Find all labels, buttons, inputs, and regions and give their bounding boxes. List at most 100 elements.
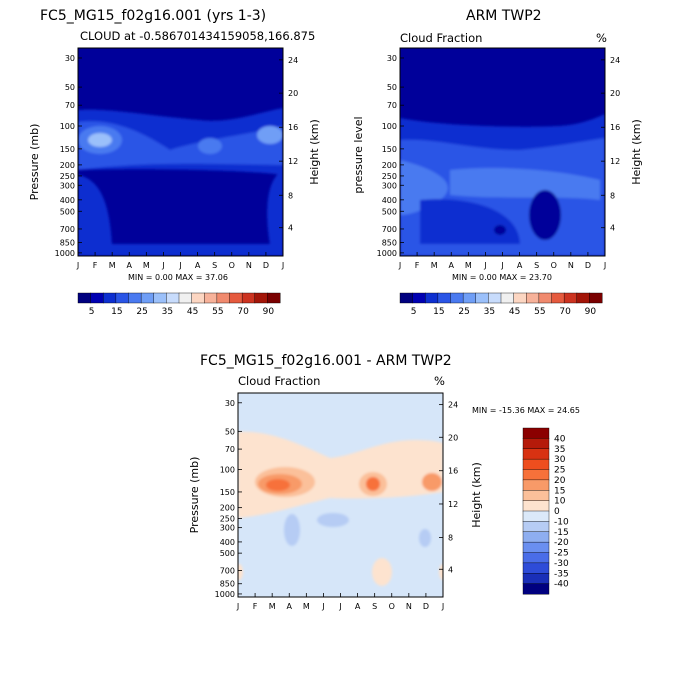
colorbar-label: 45 [509,307,520,317]
field-neg-dec [419,529,431,547]
colorbar-swatch [399,292,414,304]
x-tick-label: A [127,261,133,270]
pressure-tick-label: 50 [65,83,75,92]
panel-diff-subtitle: Cloud Fraction [238,374,320,388]
panel-diff-ylabel-right: Height (km) [470,462,483,528]
x-tick-label: N [568,261,574,270]
colorbar-label: 35 [162,307,173,317]
pressure-tick-label: 30 [225,399,235,408]
colorbar-swatch [229,292,243,304]
colorbar-label: 30 [554,455,566,465]
colorbar-label: 15 [554,486,565,496]
height-tick-label: 4 [610,224,615,233]
panel-model-minmax: MIN = 0.00 MAX = 37.06 [128,273,228,282]
colorbar-swatch [204,292,218,304]
field-pos-dec [422,473,442,491]
colorbar-label: 15 [433,307,444,317]
colorbar-swatch [166,292,180,304]
panel-obs: ARM TWP2 Cloud Fraction % pressure level… [352,8,643,317]
field-lobe-mid [450,168,600,200]
x-tick-label: J [76,261,79,270]
colorbar-label: 10 [554,497,566,507]
pressure-tick-label: 300 [220,524,235,533]
pressure-tick-label: 300 [382,181,397,190]
pressure-tick-label: 50 [225,427,235,436]
colorbar-swatch [522,438,550,450]
pressure-tick-label: 200 [60,161,75,170]
colorbar-swatch [522,552,550,564]
x-tick-label: A [449,261,455,270]
height-tick-label: 16 [448,467,458,476]
x-tick-label: J [321,602,324,611]
x-tick-label: J [236,602,239,611]
colorbar-swatch [216,292,231,304]
height-tick-label: 12 [448,500,458,509]
colorbar-swatch [462,292,477,304]
pressure-tick-label: 700 [60,225,75,234]
height-tick-label: 12 [288,157,298,166]
colorbar-swatch [450,292,464,304]
pressure-tick-label: 1000 [55,249,75,258]
x-tick-label: J [441,602,444,611]
panel-model-title: FC5_MG15_f02g16.001 (yrs 1-3) [40,8,266,24]
colorbar-swatch [153,292,167,304]
panel-model-colorbar: 5 15 25 35 45 55 70 90 [77,292,281,317]
x-tick-label: J [603,261,606,270]
x-tick-label: M [269,602,276,611]
colorbar-label: 15 [111,307,122,317]
colorbar-swatch [522,469,550,481]
colorbar-label: 35 [484,307,495,317]
x-tick-label: F [93,261,98,270]
pressure-tick-label: 400 [382,196,397,205]
colorbar-swatch [103,292,117,304]
colorbar-swatch [241,292,256,304]
x-tick-label: J [338,602,341,611]
colorbar-label: 5 [411,307,417,317]
field-lower-a [420,199,520,245]
height-tick-label: 12 [610,157,620,166]
pressure-tick-label: 70 [387,101,397,110]
colorbar-swatch [513,292,527,304]
pressure-tick-label: 400 [60,196,75,205]
field-pos-low-sep [372,558,392,586]
colorbar-label: 20 [554,476,566,486]
colorbar-swatch [576,292,590,304]
pressure-tick-label: 850 [220,580,235,589]
pressure-tick-label: 30 [387,54,397,63]
colorbar-label: 70 [237,307,249,317]
colorbar-label: 25 [458,307,469,317]
pressure-tick-label: 30 [65,54,75,63]
height-tick-label: 8 [610,191,615,200]
colorbar-label: -25 [554,549,569,559]
x-tick-label: J [161,261,164,270]
x-tick-label: J [281,261,284,270]
pressure-tick-label: 850 [382,238,397,247]
field-lower-dec [267,170,283,245]
pressure-tick-label: 100 [220,466,235,475]
pressure-tick-label: 70 [225,445,235,454]
x-tick-label: N [406,602,412,611]
pressure-tick-label: 50 [387,83,397,92]
panel-obs-subtitle: Cloud Fraction [400,31,482,45]
panel-obs-minmax: MIN = 0.00 MAX = 23.70 [452,273,552,282]
colorbar-swatch [551,292,565,304]
panel-obs-colorbar: 5 15 25 35 45 55 70 90 [399,292,603,317]
panel-model-ylabel-right: Height (km) [308,119,321,185]
colorbar-swatch [267,292,281,304]
height-tick-label: 16 [610,123,620,132]
pressure-tick-label: 70 [65,101,75,110]
field-lower-jan [78,175,112,245]
panel-diff-ylabel: Pressure (mb) [188,457,201,534]
panel-diff-units: % [434,374,445,388]
x-tick-label: F [253,602,258,611]
height-tick-label: 8 [288,191,293,200]
colorbar-swatch [128,292,142,304]
x-tick-label: A [355,602,361,611]
pressure-tick-label: 300 [60,181,75,190]
pressure-tick-label: 400 [220,538,235,547]
panel-diff-field [238,393,443,597]
field-core-jan [88,133,112,147]
x-tick-label: A [195,261,201,270]
colorbar-swatch [522,562,550,574]
